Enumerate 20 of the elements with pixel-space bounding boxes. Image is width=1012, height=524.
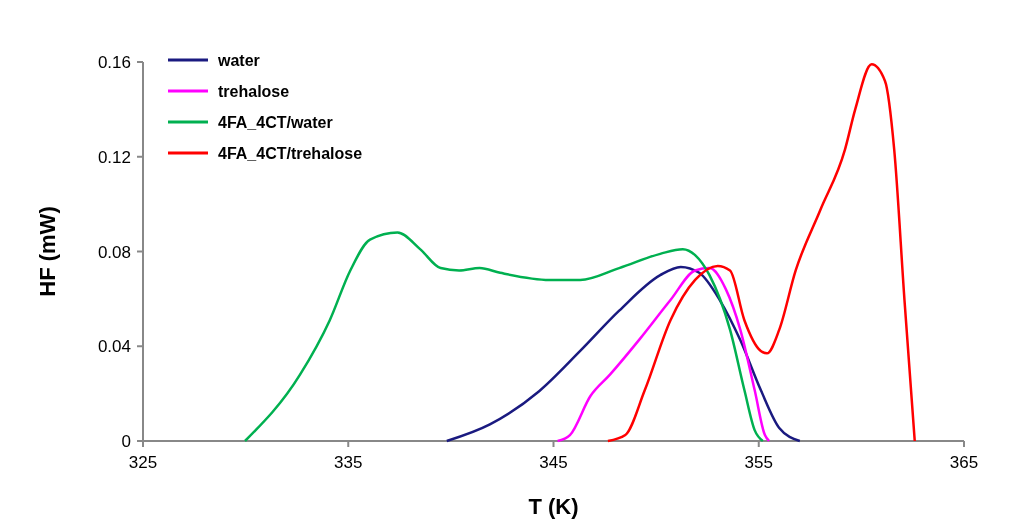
line-series xyxy=(606,63,916,443)
line-series xyxy=(445,265,802,443)
y-tick-label: 0 xyxy=(121,432,131,451)
legend-label: water xyxy=(217,52,260,69)
y-axis-title: HF (mW) xyxy=(35,206,60,297)
x-tick-label: 365 xyxy=(949,453,979,472)
x-axis-title: T (K) xyxy=(528,494,579,519)
y-tick-label: 0.08 xyxy=(97,242,131,262)
legend-label: trehalose xyxy=(218,83,290,100)
y-tick-label: 0.04 xyxy=(97,337,131,357)
legend-label: 4FA_4CT/trehalose xyxy=(218,145,363,162)
x-tick-label: 335 xyxy=(334,453,363,472)
x-tick-label: 345 xyxy=(539,453,568,472)
line-series xyxy=(556,266,771,443)
x-tick-label: 355 xyxy=(744,453,773,472)
line-series xyxy=(243,231,765,443)
x-tick-label: 325 xyxy=(128,453,158,472)
y-tick-label: 0.16 xyxy=(97,53,131,72)
legend-label: 4FA_4CT/water xyxy=(218,114,333,131)
y-tick-label: 0.12 xyxy=(97,147,131,167)
